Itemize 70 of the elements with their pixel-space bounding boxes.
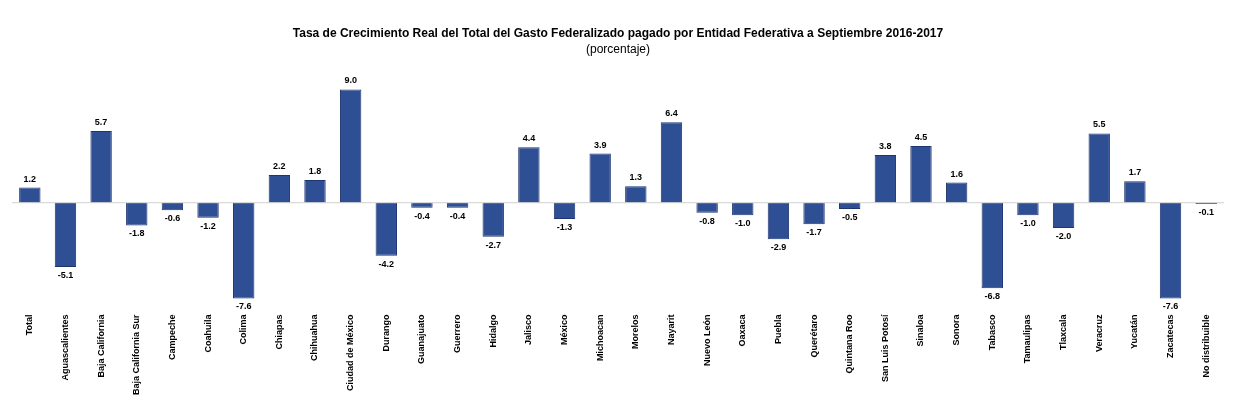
x-tick-label: Hidalgo (487, 313, 498, 348)
data-label: -1.7 (806, 227, 822, 238)
x-tick-label: Aguascalientes (59, 314, 70, 381)
chart-subtitle: (porcentaje) (585, 41, 651, 56)
data-label: 5.5 (1092, 119, 1106, 130)
x-tick-label: Sinaloa (915, 313, 926, 347)
x-tick-label: Nuevo León (701, 314, 712, 366)
data-label: 4.5 (914, 132, 928, 143)
data-label: 1.8 (308, 166, 322, 177)
x-tick-label: Chihuahua (309, 313, 320, 361)
x-tick-label: Baja California Sur (131, 313, 142, 396)
data-label: 2.2 (273, 161, 286, 172)
data-label: -0.1 (1198, 206, 1214, 217)
data-label: -0.4 (414, 210, 430, 221)
chart-title: Tasa de Crecimiento Real del Total del Gasto Federalizado pagado por Entidad Federativa a Septiembre 2016-2017 (292, 25, 944, 40)
x-tick-label: Michoacan (594, 314, 605, 361)
x-tick-label: Morelos (630, 314, 641, 349)
x-tick-label: Yucatán (1129, 314, 1140, 349)
x-tick-label: Chiapas (273, 314, 284, 350)
data-label: -1.2 (200, 220, 216, 231)
x-tick-label: Tlaxcala (1058, 313, 1069, 351)
data-label: -2.7 (485, 239, 501, 250)
x-tick-label: No distribuible (1200, 314, 1211, 378)
x-tick-label: Total (24, 314, 35, 336)
data-label: -1.3 (556, 222, 573, 233)
data-label: -1.0 (1020, 218, 1036, 229)
x-tick-label: Querétaro (808, 313, 819, 358)
x-tick-label: México (559, 313, 570, 345)
x-tick-label: Zacatecas (1165, 314, 1176, 359)
data-label: -7.6 (1162, 301, 1179, 312)
x-tick-label: Guanajuato (416, 313, 427, 364)
data-label: 6.4 (665, 108, 678, 119)
x-tick-label: Coahuila (202, 313, 213, 353)
x-tick-label: Campeche (166, 314, 177, 361)
x-tick-label: Tabasco (986, 313, 997, 351)
data-label: 1.3 (629, 172, 643, 183)
x-tick-label: Colima (238, 313, 249, 345)
x-tick-label: Quintana Roo (844, 313, 855, 374)
x-tick-label: Sonora (951, 313, 962, 346)
data-label: 3.9 (593, 139, 607, 150)
data-label: -7.6 (235, 301, 252, 312)
x-tick-label: Jalisco (523, 313, 534, 346)
data-label: -6.8 (984, 291, 1001, 302)
data-label: -0.5 (841, 212, 858, 223)
data-label: -0.6 (164, 213, 181, 224)
x-tick-label: Guerrero (452, 313, 463, 353)
data-label: -1.0 (735, 218, 751, 229)
data-label: 4.4 (522, 133, 536, 144)
data-label: -5.1 (57, 269, 74, 280)
x-tick-label: Baja California (95, 313, 106, 378)
data-label: 1.2 (23, 173, 37, 184)
x-tick-label: San Luis Potosí (879, 313, 890, 382)
x-tick-label: Oaxaca (737, 313, 748, 347)
data-label: -2.0 (1055, 230, 1072, 241)
data-label: -0.8 (699, 215, 715, 226)
x-tick-label: Puebla (772, 313, 783, 344)
x-tick-label: Durango (380, 313, 391, 352)
x-tick-label: Nayarit (665, 314, 676, 345)
x-tick-label: Ciudad de México (345, 313, 356, 391)
data-label: 1.6 (950, 168, 963, 179)
x-tick-label: Tamaulipas (1022, 314, 1033, 364)
data-label: 3.8 (879, 140, 892, 151)
data-label: 5.7 (94, 116, 108, 127)
data-label: -1.8 (129, 228, 145, 239)
data-label: 9.0 (344, 75, 357, 86)
data-label: -0.4 (449, 210, 466, 221)
x-tick-label: Veracruz (1093, 313, 1104, 353)
data-label: -2.9 (770, 242, 787, 253)
data-label: -4.2 (378, 258, 395, 269)
data-label: 1.7 (1128, 167, 1142, 178)
